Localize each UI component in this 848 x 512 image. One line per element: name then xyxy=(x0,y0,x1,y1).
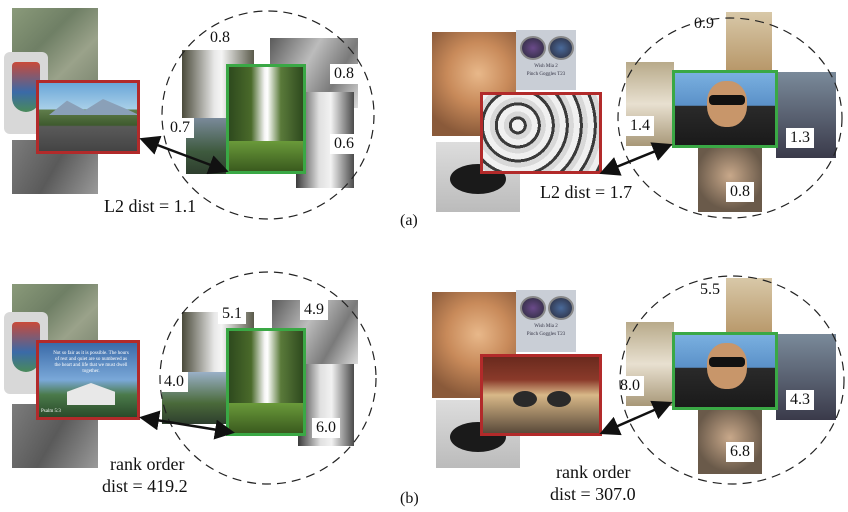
score-label: 1.4 xyxy=(626,116,654,136)
score-label: 5.1 xyxy=(218,304,246,324)
score-label: 1.3 xyxy=(786,128,814,148)
score-label: 6.0 xyxy=(312,418,340,438)
score-label: 0.6 xyxy=(330,134,358,154)
book-cover-subtitle: Pinch Goggles T23 xyxy=(526,332,566,337)
book-cover-title: Wish Mia 2 xyxy=(534,64,558,69)
query-image-crowd xyxy=(480,92,602,174)
distance-caption: L2 dist = 1.1 xyxy=(104,196,197,216)
poster-text: Not so fair as it is possible. The hours… xyxy=(53,351,129,374)
score-label: 0.8 xyxy=(206,28,234,48)
neighborhood-ellipse xyxy=(619,275,845,485)
anchor-image-man-sunglasses xyxy=(672,70,778,148)
neighborhood-ellipse xyxy=(161,10,375,220)
poster-footer: Psalm 5:3 xyxy=(41,409,61,414)
distance-arrow xyxy=(599,400,673,436)
distance-arrow xyxy=(599,142,673,176)
score-label: 5.5 xyxy=(696,280,724,300)
score-label: 4.9 xyxy=(300,300,328,320)
distance-caption-line2: dist = 307.0 xyxy=(550,484,636,504)
neighborhood-ellipse xyxy=(617,17,843,219)
score-label: 4.3 xyxy=(786,390,814,410)
distance-caption-line1: rank order xyxy=(110,454,185,474)
query-image-sunglasses-case xyxy=(480,354,602,436)
book-cover-subtitle: Pinch Goggles T23 xyxy=(526,72,566,77)
panel-label-b: (b) xyxy=(400,490,419,507)
score-label: 8.0 xyxy=(616,376,644,396)
anchor-image-waterfall xyxy=(226,64,306,174)
anchor-image-man-sunglasses xyxy=(672,332,778,410)
goggles-book-thumb: Wish Mia 2 Pinch Goggles T23 xyxy=(516,30,576,90)
score-label: 6.8 xyxy=(726,442,754,462)
woman-sunglasses-thumb-2 xyxy=(698,408,762,474)
score-label: 0.8 xyxy=(726,182,754,202)
goggles-book-thumb: Wish Mia 2 Pinch Goggles T23 xyxy=(516,290,576,352)
distance-caption: L2 dist = 1.7 xyxy=(540,182,633,202)
woman-sunglasses-thumb xyxy=(726,278,772,334)
query-image-road xyxy=(36,80,140,154)
distance-caption-line2: dist = 419.2 xyxy=(102,476,188,496)
distance-caption-line1: rank order xyxy=(556,462,631,482)
score-label: 0.7 xyxy=(166,118,194,138)
query-image-poster: Not so fair as it is possible. The hours… xyxy=(36,340,140,420)
neighborhood-ellipse xyxy=(159,271,377,485)
score-label: 4.0 xyxy=(160,372,188,392)
score-label: 0.8 xyxy=(330,64,358,84)
distance-arrow xyxy=(139,135,229,175)
book-cover-title: Wish Mia 2 xyxy=(534,324,558,329)
distance-arrow xyxy=(139,410,235,440)
woman-sunglasses-thumb xyxy=(726,12,772,70)
anchor-image-waterfall xyxy=(226,328,306,436)
panel-label-a: (a) xyxy=(400,212,418,229)
